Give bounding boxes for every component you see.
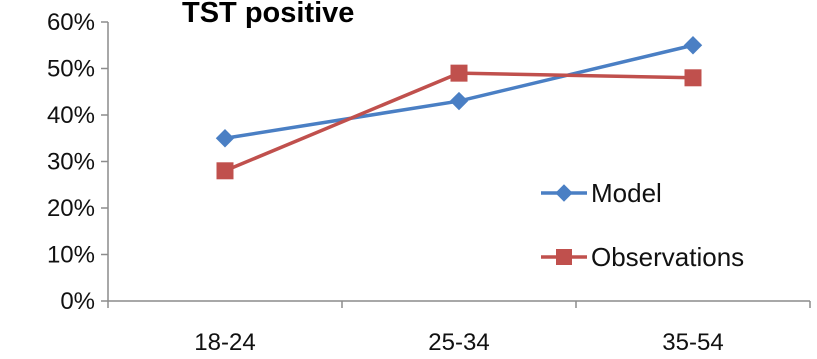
series-line xyxy=(224,43,694,140)
data-point xyxy=(216,162,234,180)
series-observations xyxy=(216,64,702,180)
y-tick-label: 50% xyxy=(47,56,95,83)
data-point xyxy=(450,64,468,82)
data-point xyxy=(684,69,702,87)
legend-label: Observations xyxy=(591,242,744,272)
x-tick-label: 35-54 xyxy=(662,329,723,356)
data-point xyxy=(449,91,469,111)
y-tick-label: 60% xyxy=(47,9,95,36)
y-tick-label: 30% xyxy=(47,149,95,176)
y-tick-label: 20% xyxy=(47,195,95,222)
data-point xyxy=(215,129,235,148)
legend-swatch-marker xyxy=(555,184,573,202)
series-model xyxy=(215,36,703,148)
legend-label: Model xyxy=(591,178,662,208)
chart-title: TST positive xyxy=(182,0,354,29)
legend-swatch-marker xyxy=(556,249,572,265)
series-line xyxy=(224,71,694,173)
y-tick-label: 10% xyxy=(47,242,95,269)
y-tick-label: 0% xyxy=(60,288,95,315)
legend-entry-observations: Observations xyxy=(541,242,744,272)
x-tick-label: 18-24 xyxy=(194,329,255,356)
legend-entry-model: Model xyxy=(541,178,662,208)
data-point xyxy=(683,36,703,55)
x-tick-label: 25-34 xyxy=(428,329,489,356)
y-tick-label: 40% xyxy=(47,102,95,129)
